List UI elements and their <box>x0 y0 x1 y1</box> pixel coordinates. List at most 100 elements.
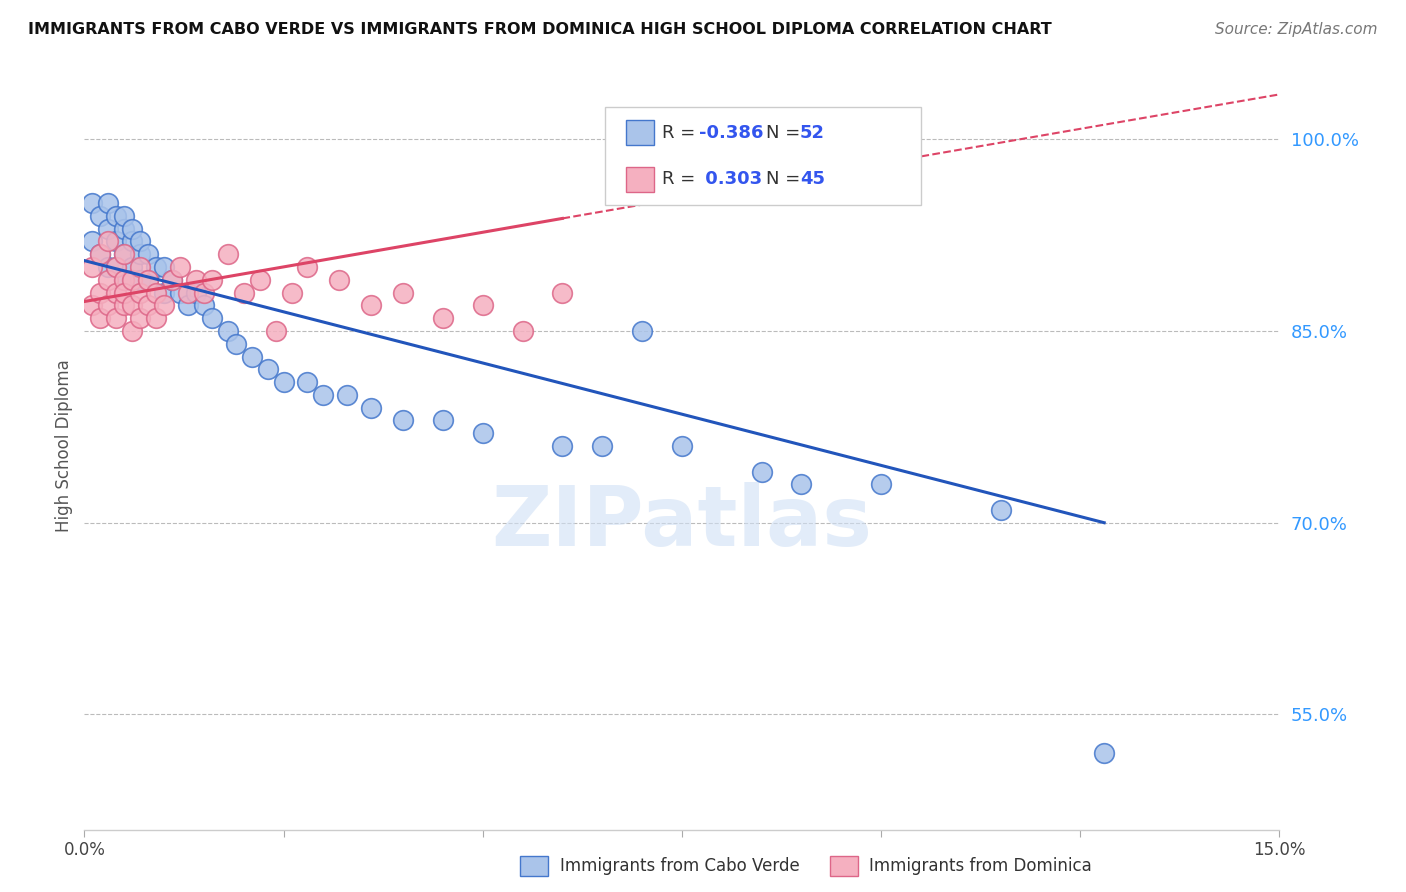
Point <box>153 285 176 300</box>
Point <box>89 209 111 223</box>
Point <box>631 324 654 338</box>
Point <box>129 247 152 261</box>
Text: IMMIGRANTS FROM CABO VERDE VS IMMIGRANTS FROM DOMINICA HIGH SCHOOL DIPLOMA CORRE: IMMIGRANTS FROM CABO VERDE VS IMMIGRANTS… <box>28 22 1052 37</box>
Point <box>193 285 215 300</box>
Point <box>105 260 128 274</box>
Text: 0.303: 0.303 <box>699 170 762 188</box>
Point <box>121 235 143 249</box>
Point <box>249 273 271 287</box>
Point <box>671 439 693 453</box>
Point <box>97 235 120 249</box>
Text: R =: R = <box>662 124 702 142</box>
Point <box>89 285 111 300</box>
Point <box>297 375 319 389</box>
Point <box>136 247 159 261</box>
Point <box>136 298 159 312</box>
Point <box>136 273 159 287</box>
Point <box>751 465 773 479</box>
Point <box>105 209 128 223</box>
Point <box>121 260 143 274</box>
Point <box>136 273 159 287</box>
Text: N =: N = <box>766 170 806 188</box>
Point <box>273 375 295 389</box>
Point <box>121 221 143 235</box>
Point <box>264 324 287 338</box>
Point <box>177 298 200 312</box>
Point <box>790 477 813 491</box>
Point <box>129 235 152 249</box>
Point <box>392 413 415 427</box>
Point <box>145 260 167 274</box>
Point <box>360 401 382 415</box>
Point <box>184 273 207 287</box>
Point <box>225 336 247 351</box>
Point <box>201 273 224 287</box>
Text: 45: 45 <box>800 170 825 188</box>
Point <box>82 196 104 211</box>
Point <box>129 273 152 287</box>
Point <box>232 285 254 300</box>
Point <box>336 388 359 402</box>
Point <box>990 503 1012 517</box>
Point <box>145 311 167 326</box>
Point <box>129 311 152 326</box>
Point <box>201 311 224 326</box>
Point <box>256 362 278 376</box>
Point <box>169 260 191 274</box>
Point <box>297 260 319 274</box>
Point <box>169 285 191 300</box>
Point <box>112 273 135 287</box>
Point <box>82 235 104 249</box>
Point <box>217 324 239 338</box>
Point <box>153 298 176 312</box>
Text: N =: N = <box>766 124 806 142</box>
Point <box>512 324 534 338</box>
Point <box>97 196 120 211</box>
Point <box>112 298 135 312</box>
Point <box>112 247 135 261</box>
Point <box>112 247 135 261</box>
Point <box>105 260 128 274</box>
Point <box>97 298 120 312</box>
Point <box>432 311 454 326</box>
Point <box>177 285 200 300</box>
Point <box>153 260 176 274</box>
Point <box>160 273 183 287</box>
Point <box>551 285 574 300</box>
Point <box>105 235 128 249</box>
Point <box>82 298 104 312</box>
Point <box>240 350 263 364</box>
Point <box>360 298 382 312</box>
Point <box>105 285 128 300</box>
Point <box>160 273 183 287</box>
Point <box>97 273 120 287</box>
Point <box>89 247 111 261</box>
Point <box>184 285 207 300</box>
Text: Immigrants from Cabo Verde: Immigrants from Cabo Verde <box>560 857 800 875</box>
Text: R =: R = <box>662 170 702 188</box>
Point <box>82 260 104 274</box>
Point <box>145 285 167 300</box>
Point <box>129 285 152 300</box>
Text: 52: 52 <box>800 124 825 142</box>
Point <box>97 260 120 274</box>
Point <box>551 439 574 453</box>
Y-axis label: High School Diploma: High School Diploma <box>55 359 73 533</box>
Point <box>471 298 494 312</box>
Point <box>312 388 335 402</box>
Point <box>328 273 350 287</box>
Point <box>121 324 143 338</box>
Point <box>591 439 613 453</box>
Text: ZIPatlas: ZIPatlas <box>492 483 872 563</box>
Point <box>193 298 215 312</box>
Point <box>121 273 143 287</box>
Point <box>280 285 302 300</box>
Point <box>392 285 415 300</box>
Text: -0.386: -0.386 <box>699 124 763 142</box>
Point <box>89 311 111 326</box>
Point <box>112 221 135 235</box>
Point <box>112 209 135 223</box>
Point <box>217 247 239 261</box>
Point <box>105 311 128 326</box>
Point <box>471 426 494 441</box>
